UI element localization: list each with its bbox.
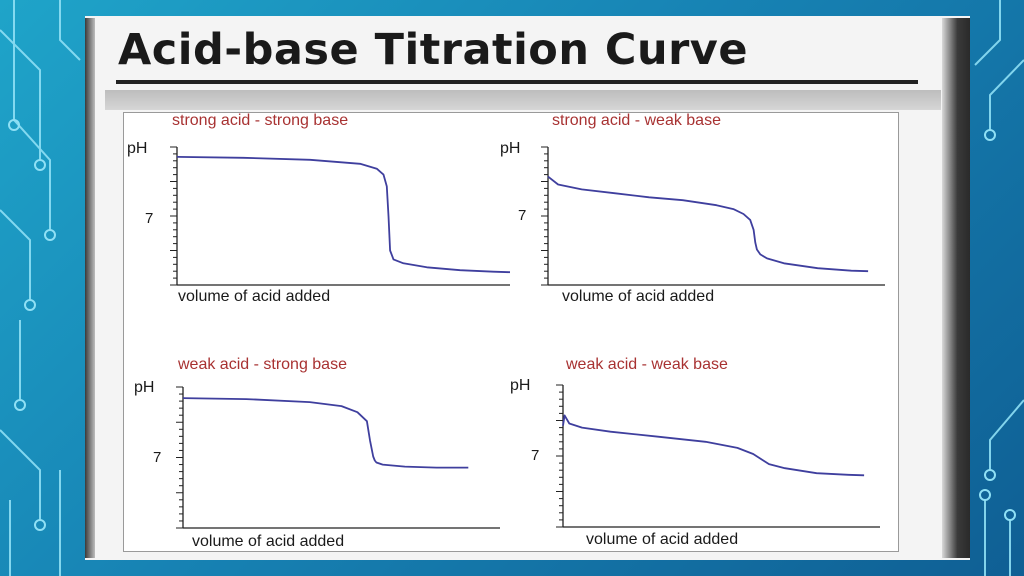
y-tick-label: 7 <box>153 449 161 466</box>
axes <box>176 386 500 529</box>
chart-weak-acid-strong-base: weak acid - strong base pH 7 volume of a… <box>134 356 500 550</box>
chart-title: strong acid - weak base <box>552 112 721 129</box>
x-axis-label: volume of acid added <box>192 533 344 550</box>
slide-right-edge <box>942 18 970 558</box>
titration-curve <box>182 397 469 469</box>
y-tick-label: 7 <box>145 210 153 227</box>
y-axis-label: pH <box>127 140 147 157</box>
chart-title: weak acid - strong base <box>177 356 347 373</box>
slide-title: Acid-base Titration Curve <box>118 25 748 75</box>
y-axis-label: pH <box>134 379 154 396</box>
x-axis-label: volume of acid added <box>586 531 738 548</box>
axes <box>556 384 880 528</box>
y-tick-label: 7 <box>518 207 526 224</box>
titration-curve <box>547 175 869 273</box>
chart-strong-acid-strong-base: strong acid - strong base pH 7 volume of… <box>127 112 511 305</box>
x-axis-label: volume of acid added <box>178 288 330 305</box>
y-axis-label: pH <box>500 140 520 157</box>
gray-band <box>105 90 941 110</box>
y-tick-label: 7 <box>531 447 539 464</box>
slide-left-edge <box>85 18 95 558</box>
x-axis-label: volume of acid added <box>562 288 714 305</box>
titration-curve <box>176 156 511 274</box>
axes <box>541 146 885 286</box>
chart-strong-acid-weak-base: strong acid - weak base pH 7 volume of a… <box>500 112 885 305</box>
titration-curve <box>562 414 865 477</box>
chart-weak-acid-weak-base: weak acid - weak base pH 7 volume of aci… <box>510 356 880 548</box>
y-axis-label: pH <box>510 377 530 394</box>
title-underline <box>116 80 918 84</box>
chart-panel <box>123 112 899 552</box>
chart-title: weak acid - weak base <box>565 356 728 373</box>
axes <box>170 146 510 286</box>
chart-title: strong acid - strong base <box>172 112 348 129</box>
